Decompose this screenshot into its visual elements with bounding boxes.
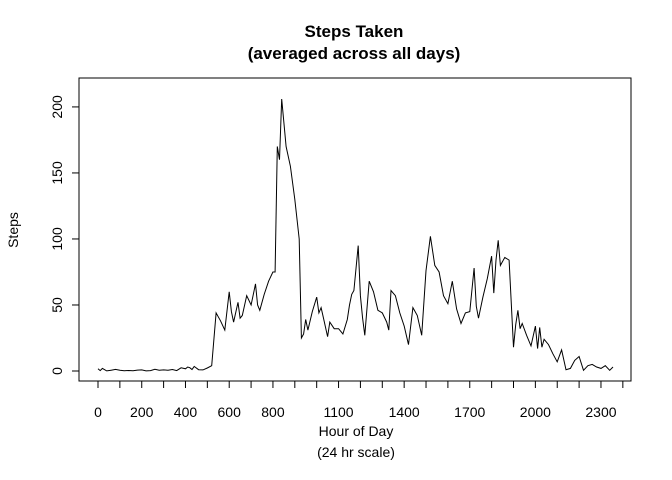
x-tick-label: 600 xyxy=(218,404,242,420)
x-tick-label: 1400 xyxy=(389,404,420,420)
x-tick-label: 2300 xyxy=(585,404,616,420)
chart-title: Steps Taken xyxy=(305,22,404,41)
x-axis-label: Hour of Day xyxy=(319,423,394,439)
x-tick-label: 2000 xyxy=(520,404,551,420)
y-tick-label: 50 xyxy=(49,297,65,313)
x-tick-label: 200 xyxy=(130,404,154,420)
x-tick-label: 1100 xyxy=(323,404,353,420)
y-tick-label: 100 xyxy=(49,227,65,251)
y-tick-label: 200 xyxy=(49,95,65,119)
x-axis-sublabel: (24 hr scale) xyxy=(317,444,395,460)
y-axis: 0 50 100 150 200 xyxy=(49,95,80,375)
y-axis-label: Steps xyxy=(5,212,21,248)
x-tick-label: 0 xyxy=(94,404,102,420)
plot-frame xyxy=(78,77,632,382)
y-tick-label: 150 xyxy=(49,161,65,185)
steps-series-line xyxy=(97,98,614,372)
y-tick-label: 0 xyxy=(49,367,65,375)
x-axis: 0 200 400 600 800 1100 1400 1700 2000 2300 xyxy=(94,380,624,420)
chart-subtitle: (averaged across all days) xyxy=(248,44,461,63)
x-tick-label: 1700 xyxy=(454,404,485,420)
x-tick-label: 800 xyxy=(261,404,285,420)
x-tick-label: 400 xyxy=(174,404,198,420)
